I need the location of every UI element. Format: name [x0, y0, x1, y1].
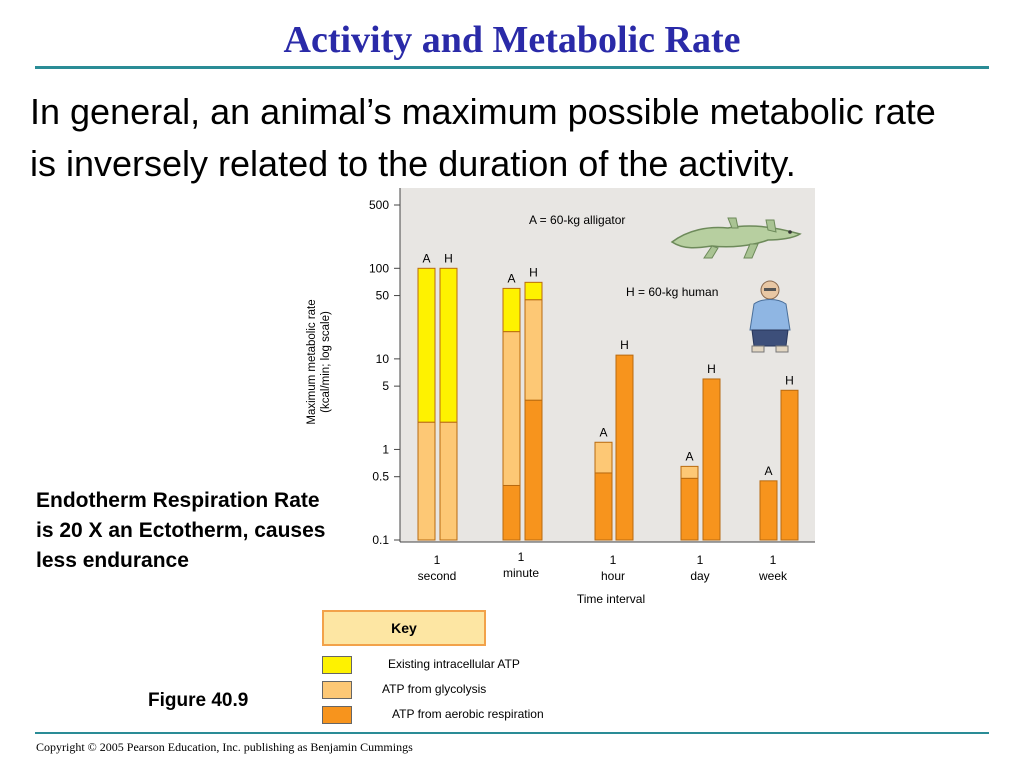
bar-segment: [680, 465, 699, 479]
bar-segment: [502, 331, 521, 486]
key-label-existing-atp: Existing intracellular ATP: [388, 657, 520, 671]
y-tick-label: 0.1: [372, 533, 389, 547]
bar-segment: [594, 472, 613, 541]
bar-segment: [594, 441, 613, 474]
x-tick-label-unit: week: [758, 569, 788, 583]
bar-segment: [615, 354, 634, 541]
bar-segment: [524, 281, 543, 301]
title-rule: [35, 66, 989, 69]
y-tick-label: 100: [369, 261, 389, 275]
x-tick-label-unit: day: [690, 569, 709, 583]
key-title: Key: [322, 610, 486, 646]
alligator-illustration: [668, 208, 808, 269]
key-swatch-aerobic: [322, 706, 352, 724]
bar-animal-label: H: [444, 251, 453, 265]
bar-animal-label: H: [785, 373, 794, 387]
bar-animal-label: A: [599, 425, 607, 439]
bar-animal-label: A: [422, 251, 430, 265]
y-tick-label: 500: [369, 198, 389, 212]
x-tick-label-value: 1: [518, 550, 525, 564]
key-swatch-existing-atp: [322, 656, 352, 674]
bar-segment: [780, 389, 799, 541]
bar-animal-label: A: [507, 271, 515, 285]
key-label-glycolysis: ATP from glycolysis: [382, 682, 487, 696]
x-tick-label-value: 1: [610, 553, 617, 567]
annotation-alligator: A = 60-kg alligator: [529, 213, 625, 227]
bar-segment: [680, 477, 699, 541]
x-tick-label-unit: minute: [503, 566, 539, 580]
human-illustration: [744, 278, 796, 363]
bar-segment: [439, 421, 458, 541]
y-tick-label: 1: [382, 442, 389, 456]
key-label-aerobic: ATP from aerobic respiration: [392, 707, 544, 721]
bar-segment: [524, 299, 543, 401]
x-tick-label-value: 1: [697, 553, 704, 567]
bar-segment: [502, 484, 521, 541]
x-tick-label-unit: hour: [601, 569, 625, 583]
y-tick-label: 5: [382, 379, 389, 393]
side-note: Endotherm Respiration Rate is 20 X an Ec…: [36, 489, 326, 572]
bar-animal-label: H: [529, 265, 538, 279]
bar-segment: [439, 267, 458, 423]
x-tick-label-unit: second: [418, 569, 457, 583]
bar-animal-label: A: [764, 464, 772, 478]
bar-segment: [502, 287, 521, 333]
y-axis-label-units: (kcal/min; log scale): [320, 311, 332, 413]
y-tick-label: 50: [376, 289, 390, 303]
footer-rule: [35, 732, 989, 734]
annotation-human: H = 60-kg human: [626, 285, 718, 299]
bar-segment: [524, 399, 543, 541]
slide-title: Activity and Metabolic Rate: [283, 19, 741, 61]
x-axis-label: Time interval: [577, 592, 645, 606]
y-tick-label: 0.5: [372, 470, 389, 484]
x-tick-label-value: 1: [434, 553, 441, 567]
body-text: In general, an animal’s maximum possible…: [30, 91, 936, 184]
bar-animal-label: A: [685, 449, 693, 463]
key-swatch-glycolysis: [322, 681, 352, 699]
bar-segment: [759, 480, 778, 541]
y-axis-label: Maximum metabolic rate: [306, 299, 318, 424]
y-tick-label: 10: [376, 352, 390, 366]
copyright: Copyright © 2005 Pearson Education, Inc.…: [36, 740, 413, 754]
x-tick-label-value: 1: [770, 553, 777, 567]
figure-label: Figure 40.9: [148, 690, 249, 711]
bar-animal-label: H: [620, 338, 629, 352]
bar-segment: [417, 267, 436, 423]
bar-segment: [702, 378, 721, 541]
bar-animal-label: H: [707, 362, 716, 376]
bar-segment: [417, 421, 436, 541]
